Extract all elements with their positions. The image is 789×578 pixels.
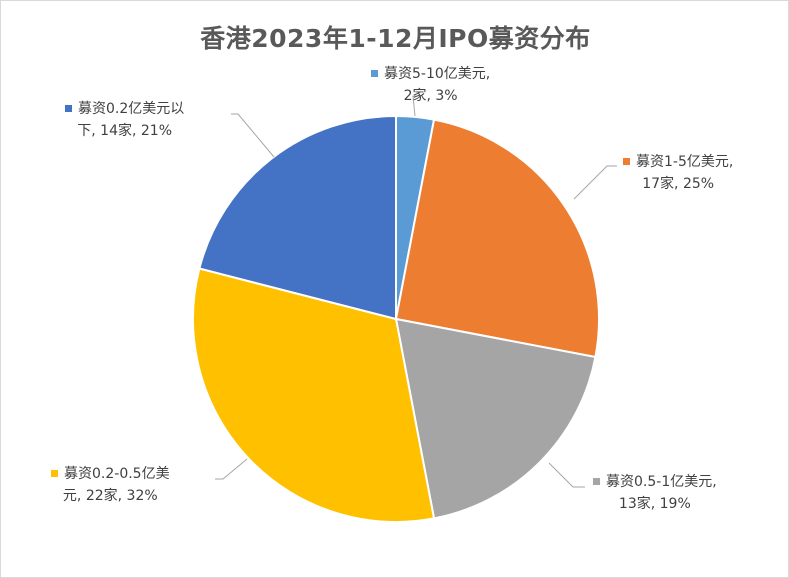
legend-key-below-0.2 [65, 104, 72, 112]
pie-slice-1-5 [394, 118, 600, 359]
pie-slice-0.5-1 [394, 317, 597, 520]
chart-title: 香港2023年1-12月IPO募资分布 [200, 24, 591, 53]
data-label-1-5: 募资1-5亿美元, 17家, 25% [623, 151, 733, 195]
legend-key-1-5 [623, 157, 630, 165]
data-label-0.5-1-line1: 募资0.5-1亿美元, [606, 474, 717, 490]
pie-slice-0.2-0.5 [192, 267, 436, 523]
data-label-0.2-0.5-line1: 募资0.2-0.5亿美 [64, 466, 170, 482]
data-label-below-0.2-line1: 募资0.2亿美元以 [78, 101, 185, 117]
data-label-below-0.2: 募资0.2亿美元以 下, 14家, 21% [65, 98, 184, 142]
data-label-5-10: 募资5-10亿美元, 2家, 3% [371, 63, 490, 107]
legend-key-5-10 [371, 69, 378, 77]
data-label-below-0.2-line2: 下, 14家, 21% [77, 123, 172, 139]
leader-line-0.2-0.5 [215, 458, 248, 480]
leader-line-1-5 [573, 165, 617, 200]
leader-line-5-10 [412, 95, 421, 117]
data-label-1-5-line1: 募资1-5亿美元, [636, 154, 734, 170]
pie-slice-below-0.2 [198, 114, 397, 321]
data-label-5-10-line1: 募资5-10亿美元, [384, 66, 491, 82]
leader-line-0.5-1 [548, 462, 585, 488]
data-label-5-10-line2: 2家, 3% [403, 88, 458, 104]
data-label-0.2-0.5: 募资0.2-0.5亿美 元, 22家, 32% [51, 463, 170, 507]
data-label-0.5-1-line2: 13家, 19% [618, 496, 691, 512]
legend-key-0.5-1 [593, 477, 600, 485]
data-label-0.5-1: 募资0.5-1亿美元, 13家, 19% [593, 471, 717, 515]
legend-key-0.2-0.5 [51, 469, 58, 477]
data-label-1-5-line2: 17家, 25% [642, 176, 715, 192]
data-label-0.2-0.5-line2: 元, 22家, 32% [62, 488, 158, 504]
leader-line-below-0.2 [231, 113, 275, 158]
